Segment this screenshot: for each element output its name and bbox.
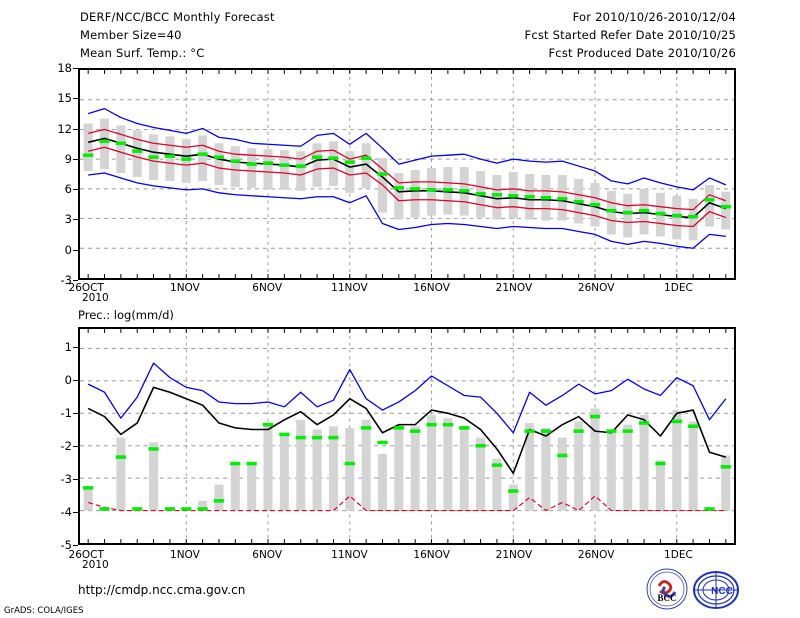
y-tick-mark: [73, 219, 78, 221]
y-tick-mark: [73, 68, 78, 69]
y-tick-mark: [73, 445, 78, 447]
y-tick-mark: [73, 128, 78, 130]
forecast-period-label: For 2010/10/26-2010/12/04: [572, 10, 736, 24]
x-tick-label: 26NOV: [577, 282, 615, 294]
y-tick-mark: [73, 511, 78, 513]
bcc-logo-text: BCC: [657, 593, 676, 603]
temperature-x-axis-year: 2010: [82, 292, 109, 304]
x-tick-label: 6NOV: [252, 549, 283, 561]
y-tick-label: 0: [64, 242, 72, 257]
member-size-label: Member Size=40: [80, 28, 182, 42]
y-tick-mark: [73, 545, 78, 546]
y-tick-label: 12: [57, 121, 72, 136]
y-tick-label: -3: [60, 273, 72, 287]
x-tick-label: 1DEC: [664, 282, 693, 294]
y-tick-mark: [73, 280, 78, 281]
y-tick-label: 9: [64, 151, 72, 166]
y-tick-label: 18: [57, 61, 72, 75]
y-tick-label: 3: [64, 212, 72, 227]
y-tick-mark: [73, 379, 78, 381]
y-tick-label: -4: [60, 504, 72, 519]
x-tick-label: 26OCT: [68, 282, 104, 294]
bcc-logo: BCC: [646, 568, 688, 610]
y-tick-mark: [73, 346, 78, 348]
x-tick-label: 16NOV: [413, 549, 450, 561]
y-tick-label: -3: [60, 471, 72, 486]
y-tick-mark: [73, 412, 78, 414]
x-tick-label: 16NOV: [413, 282, 450, 294]
precipitation-panel-title: Prec.: log(mm/d): [78, 308, 174, 322]
precipitation-plot-canvas: [80, 329, 734, 543]
temp-panel-title: Mean Surf. Temp.: °C: [80, 46, 205, 60]
x-tick-label: 1NOV: [170, 282, 200, 294]
y-tick-label: 15: [57, 91, 72, 106]
y-tick-mark: [73, 478, 78, 480]
forecast-title: DERF/NCC/BCC Monthly Forecast: [80, 10, 275, 24]
y-tick-mark: [73, 98, 78, 100]
y-tick-label: -2: [60, 438, 72, 453]
y-tick-mark: [73, 249, 78, 251]
y-tick-mark: [73, 189, 78, 191]
ncc-logo: NCC: [693, 571, 739, 609]
source-url[interactable]: http://cmdp.ncc.cma.gov.cn: [78, 583, 246, 597]
x-tick-label: 26NOV: [577, 549, 615, 561]
ncc-logo-text: NCC: [711, 586, 733, 597]
y-tick-label: 6: [64, 182, 72, 197]
y-tick-label: 0: [64, 372, 72, 387]
temperature-plot-panel: [78, 68, 736, 280]
grads-credit: GrADS: COLA/IGES: [4, 606, 84, 616]
y-tick-label: -1: [60, 405, 72, 420]
x-tick-label: 26OCT: [68, 549, 104, 561]
x-tick-label: 21NOV: [495, 549, 533, 561]
x-tick-label: 1DEC: [664, 549, 693, 561]
y-tick-mark: [73, 158, 78, 160]
x-tick-label: 6NOV: [252, 282, 283, 294]
x-tick-label: 1NOV: [170, 549, 200, 561]
x-tick-label: 11NOV: [331, 282, 368, 294]
precipitation-x-axis-year: 2010: [82, 559, 109, 571]
temperature-plot-canvas: [80, 70, 734, 278]
fcst-started-date-label: Fcst Started Refer Date 2010/10/25: [524, 28, 736, 42]
fcst-produced-date-label: Fcst Produced Date 2010/10/26: [548, 46, 736, 60]
precipitation-plot-panel: [78, 327, 736, 545]
x-tick-label: 11NOV: [331, 549, 368, 561]
y-tick-label: -5: [60, 538, 72, 552]
header-right-block: For 2010/10/26-2010/12/04 Fcst Started R…: [525, 10, 737, 64]
y-tick-label: 1: [64, 339, 72, 354]
x-tick-label: 21NOV: [495, 282, 533, 294]
header-left-block: DERF/NCC/BCC Monthly Forecast Member Siz…: [80, 10, 275, 64]
